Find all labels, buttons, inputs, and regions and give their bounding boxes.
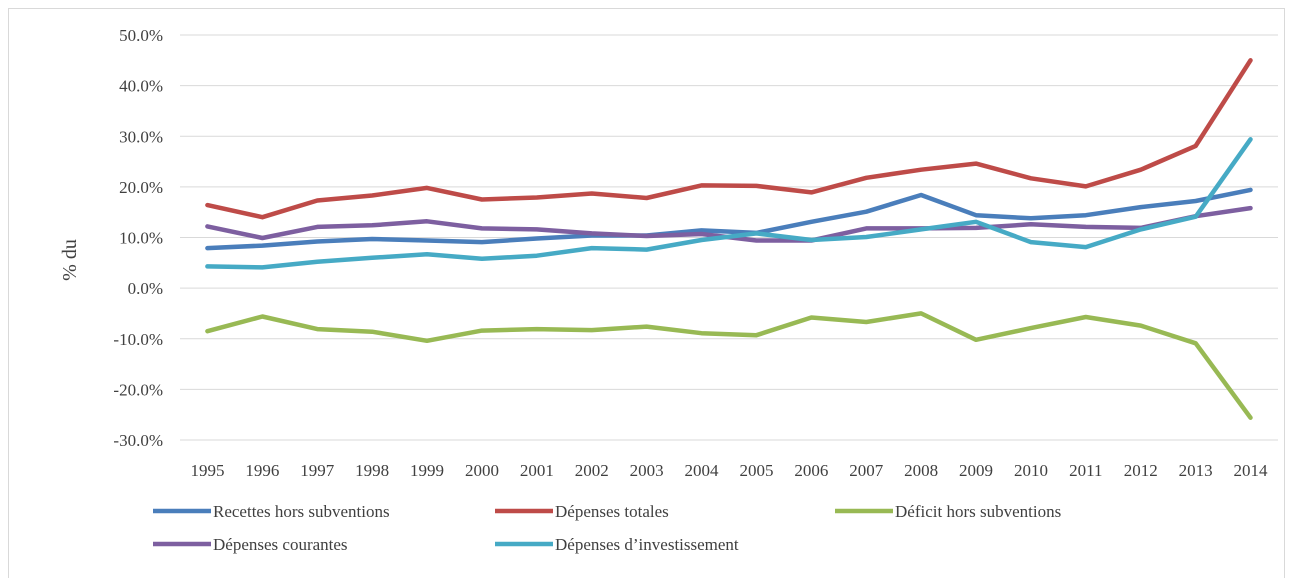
x-tick-label: 2005 xyxy=(739,461,773,480)
series-line xyxy=(205,58,1253,220)
series-line xyxy=(205,137,1253,270)
y-tick-label: -30.0% xyxy=(113,431,163,450)
x-tick-label: 1996 xyxy=(245,461,279,480)
x-tick-label: 1998 xyxy=(355,461,389,480)
y-tick-label: -20.0% xyxy=(113,380,163,399)
y-tick-label: 30.0% xyxy=(119,127,163,146)
y-tick-label: 0.0% xyxy=(128,279,163,298)
y-tick-label: 10.0% xyxy=(119,229,163,248)
y-tick-label: 40.0% xyxy=(119,77,163,96)
legend-label: Dépenses d’investissement xyxy=(555,535,739,554)
x-tick-label: 2014 xyxy=(1234,461,1269,480)
y-tick-label: 20.0% xyxy=(119,178,163,197)
x-tick-label: 2013 xyxy=(1179,461,1213,480)
x-tick-label: 2003 xyxy=(630,461,664,480)
x-tick-label: 2002 xyxy=(575,461,609,480)
x-tick-label: 1995 xyxy=(190,461,224,480)
x-tick-labels: 1995 1996 1997 1998 1999 2000 2001 2002 2003 2004… xyxy=(190,461,1268,480)
y-tick-label: -10.0% xyxy=(113,330,163,349)
x-tick-label: 2007 xyxy=(849,461,884,480)
series-line xyxy=(205,311,1253,420)
x-tick-label: 2000 xyxy=(465,461,499,480)
x-tick-label: 2001 xyxy=(520,461,554,480)
legend-label: Déficit hors subventions xyxy=(895,502,1061,521)
line-chart: 50.0% 40.0% 30.0% 20.0% 10.0% 0.0% -10.0% -20.0… xyxy=(59,26,1278,554)
x-tick-label: 2011 xyxy=(1069,461,1102,480)
legend-label: Dépenses totales xyxy=(555,502,669,521)
x-tick-label: 1997 xyxy=(300,461,335,480)
y-tick-label: 50.0% xyxy=(119,26,163,45)
legend-label: Dépenses courantes xyxy=(213,535,348,554)
x-tick-label: 1999 xyxy=(410,461,444,480)
x-tick-label: 2009 xyxy=(959,461,993,480)
y-tick-labels: 50.0% 40.0% 30.0% 20.0% 10.0% 0.0% -10.0% -20.0… xyxy=(113,26,163,450)
legend-label: Recettes hors subventions xyxy=(213,502,390,521)
chart-frame xyxy=(8,8,1285,578)
x-tick-label: 2008 xyxy=(904,461,938,480)
x-tick-label: 2004 xyxy=(685,461,720,480)
legend: Recettes hors subventions Dépenses totale… xyxy=(153,502,1061,554)
x-tick-label: 2010 xyxy=(1014,461,1048,480)
series-lines xyxy=(205,58,1253,420)
series-line xyxy=(205,187,1253,251)
x-tick-label: 2012 xyxy=(1124,461,1158,480)
x-tick-label: 2006 xyxy=(794,461,828,480)
y-axis-label: % du xyxy=(59,239,81,281)
